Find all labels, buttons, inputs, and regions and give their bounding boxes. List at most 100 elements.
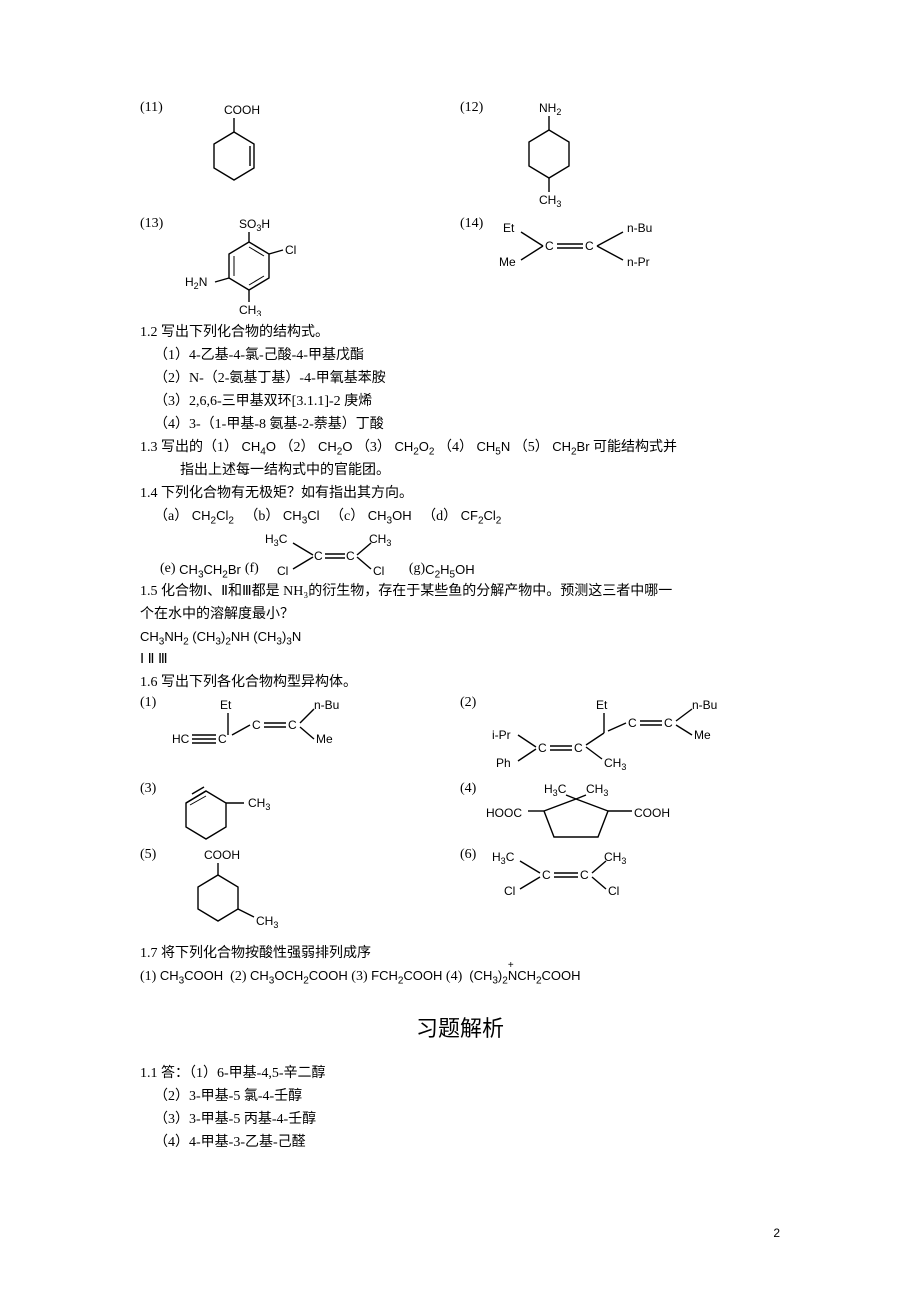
- q14-b-label: （b）: [244, 509, 279, 524]
- svg-text:n-Bu: n-Bu: [314, 698, 339, 712]
- svg-text:COOH: COOH: [204, 848, 240, 862]
- struct-16-3: CH3: [166, 781, 306, 841]
- svg-text:CH3: CH3: [248, 796, 270, 812]
- svg-text:HC: HC: [172, 732, 190, 746]
- struct-16-1: Et n-Bu HC Me C C C: [166, 695, 386, 751]
- struct14-tl: Et: [503, 221, 515, 235]
- cell-13: (13) SO3H Cl H2N CH3: [140, 216, 460, 316]
- q14-fd: CF2Cl2: [461, 508, 502, 523]
- svg-text:C: C: [346, 549, 355, 563]
- svg-text:Et: Et: [220, 698, 232, 712]
- cell-11: (11) COOH: [140, 100, 460, 210]
- q17-p1: (1): [140, 969, 156, 984]
- svg-text:C: C: [252, 718, 261, 732]
- solutions-title: 习题解析: [140, 1011, 780, 1043]
- label-14: (14): [460, 216, 483, 232]
- sol-l2: （2）3-甲基-5 氯-4-壬醇: [140, 1086, 780, 1107]
- struct14-tr: n-Bu: [627, 221, 652, 235]
- svg-text:Et: Et: [596, 698, 608, 712]
- q17-f4: (CH3)2N+CH2COOH: [469, 968, 580, 983]
- page: (11) COOH (12) NH2 CH3 (13) SO3H: [0, 0, 920, 1260]
- q14-efg: (e) CH3CH2Br (f) H3C CH3 Cl Cl C C (g) C…: [140, 529, 780, 579]
- q15-l1: 1.5 化合物Ⅰ、Ⅱ和Ⅲ都是 NH₃的衍生物，存在于某些鱼的分解产物中。预测这三…: [140, 581, 780, 602]
- q17-f2: CH3OCH2COOH: [250, 968, 348, 983]
- struct13-right: Cl: [285, 243, 296, 257]
- svg-text:CH3: CH3: [604, 756, 626, 772]
- q13-line1: 1.3 写出的（1） CH4O （2） CH2O （3） CH2O2 （4） C…: [140, 437, 780, 458]
- structure-12-svg: NH2 CH3: [493, 100, 603, 210]
- q16-p5: (5): [140, 847, 156, 863]
- q14-fg: C2H5OH: [425, 560, 474, 580]
- svg-text:Cl: Cl: [373, 564, 384, 578]
- q13-p3: （3）: [356, 440, 391, 455]
- label-13: (13): [140, 216, 163, 232]
- svg-text:C: C: [628, 716, 637, 730]
- q17-p2: (2): [230, 969, 246, 984]
- q12-3: （3）2,6,6-三甲基双环[3.1.1]-2 庚烯: [140, 391, 780, 412]
- struct13-top: SO3H: [239, 217, 270, 233]
- q12-2: （2）N-（2-氨基丁基）-4-甲氧基苯胺: [140, 368, 780, 389]
- svg-text:CH3: CH3: [604, 850, 626, 866]
- q16-title: 1.6 写出下列各化合物构型异构体。: [140, 672, 780, 693]
- q17-f1: CH3COOH: [160, 968, 223, 983]
- svg-text:Cl: Cl: [277, 564, 288, 578]
- structure-13-svg: SO3H Cl H2N CH3: [173, 216, 323, 316]
- struct11-label: COOH: [224, 103, 260, 117]
- q13-f1: CH4O: [242, 439, 276, 454]
- label-11: (11): [140, 100, 163, 116]
- q16-p3: (3): [140, 781, 156, 797]
- svg-text:C: C: [585, 239, 594, 253]
- struct12-bottom: CH3: [539, 193, 561, 209]
- q16-p4: (4): [460, 781, 476, 797]
- struct14-bl: Me: [499, 255, 516, 269]
- svg-text:CH3: CH3: [369, 532, 391, 548]
- q13-f3: CH2O2: [394, 439, 434, 454]
- svg-text:C: C: [218, 732, 227, 746]
- structure-11-svg: COOH: [172, 100, 282, 190]
- q17-p3: (3): [351, 969, 367, 984]
- q14-fb: CH3Cl: [283, 508, 320, 523]
- svg-text:Me: Me: [316, 732, 333, 746]
- svg-text:Me: Me: [694, 728, 711, 742]
- sol-l1: 1.1 答：（1）6-甲基-4,5-辛二醇: [140, 1063, 780, 1084]
- q12-4: （4）3-（1-甲基-8 氨基-2-萘基）丁酸: [140, 414, 780, 435]
- svg-text:H3C: H3C: [265, 532, 288, 548]
- cell-16-1: (1) Et n-Bu HC Me C C C: [140, 695, 460, 775]
- q13-line2: 指出上述每一结构式中的官能团。: [140, 460, 780, 481]
- struct-16-4: H3C CH3 HOOC COOH: [486, 781, 706, 841]
- q13-p2: （2）: [279, 440, 314, 455]
- q15-l3: CH3NH2 (CH3)2NH (CH3)3N: [140, 627, 780, 647]
- sol-l4: （4）4-甲基-3-乙基-己醛: [140, 1132, 780, 1153]
- q17-title: 1.7 将下列化合物按酸性强弱排列成序: [140, 943, 780, 964]
- struct13-bottom: CH3: [239, 303, 261, 316]
- struct-16-2: Et n-Bu i-Pr Me Ph CH3 C C C C: [486, 695, 746, 775]
- cell-16-6: (6) H3C CH3 Cl Cl C C: [460, 847, 780, 937]
- svg-text:C: C: [580, 868, 589, 882]
- row-16-5-6: (5) COOH CH3 (6) H3C CH3 Cl Cl C C: [140, 847, 780, 937]
- q14-e-label: (e): [160, 558, 176, 579]
- svg-text:C: C: [664, 716, 673, 730]
- q13-f2: CH2O: [318, 439, 352, 454]
- row-16-3-4: (3) CH3 (4) H3C CH3 HOOC COOH: [140, 781, 780, 841]
- svg-text:n-Bu: n-Bu: [692, 698, 717, 712]
- q15-l4: Ⅰ Ⅱ Ⅲ: [140, 649, 780, 670]
- q14-g-label: (g): [409, 558, 425, 579]
- svg-text:Cl: Cl: [504, 884, 515, 898]
- q14-fa: CH2Cl2: [192, 508, 234, 523]
- q14-c-label: （c）: [330, 509, 364, 524]
- q13-p5: （5）: [514, 440, 549, 455]
- q12-1: （1）4-乙基-4-氯-己酸-4-甲基戊酯: [140, 345, 780, 366]
- svg-text:C: C: [574, 741, 583, 755]
- q12-title: 1.2 写出下列化合物的结构式。: [140, 322, 780, 343]
- struct13-left: H2N: [185, 275, 207, 291]
- svg-text:COOH: COOH: [634, 806, 670, 820]
- q14-fe: CH3CH2Br: [176, 560, 241, 580]
- q14-d-label: （d）: [422, 509, 457, 524]
- svg-text:CH3: CH3: [586, 782, 608, 798]
- q14-title: 1.4 下列化合物有无极矩？如有指出其方向。: [140, 483, 780, 504]
- q16-p1: (1): [140, 695, 156, 711]
- svg-text:H3C: H3C: [492, 850, 515, 866]
- row-13-14: (13) SO3H Cl H2N CH3 (14) Et Me: [140, 216, 780, 316]
- cell-16-2: (2) Et n-Bu i-Pr Me Ph CH3 C C C: [460, 695, 780, 775]
- cell-16-5: (5) COOH CH3: [140, 847, 460, 937]
